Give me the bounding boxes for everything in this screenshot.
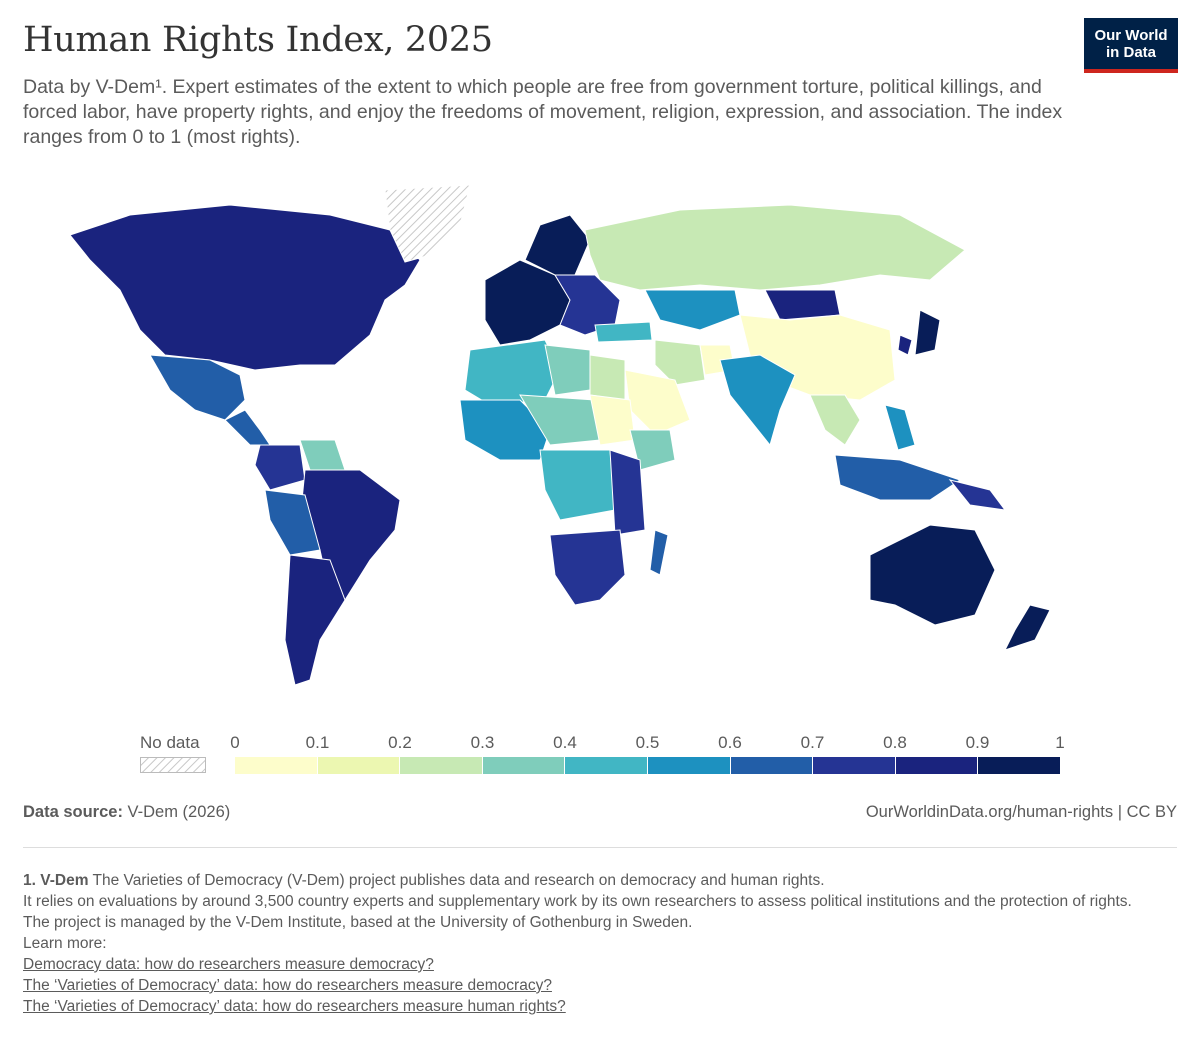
legend-bin [400, 757, 483, 774]
region-south-korea[interactable] [897, 334, 913, 356]
region-india[interactable] [719, 354, 796, 447]
region-north-america[interactable] [69, 204, 421, 371]
footnote-line-3: The project is managed by the V-Dem Inst… [23, 914, 693, 931]
legend-tick-label: 0.5 [635, 733, 660, 752]
logo-line-1: Our World [1094, 26, 1168, 44]
region-venezuela[interactable] [299, 439, 346, 471]
footnote-text-1: The Varieties of Democracy (V-Dem) proje… [92, 872, 825, 889]
region-indonesia[interactable] [834, 454, 962, 501]
region-west-africa[interactable] [459, 399, 551, 461]
footnote-term: V-Dem [40, 872, 89, 889]
legend-tick-label: 0.7 [800, 733, 825, 752]
logo-line-2: in Data [1105, 43, 1156, 61]
region-mexico[interactable] [149, 354, 246, 421]
data-source-value: V-Dem (2026) [127, 803, 231, 821]
region-southern-cone[interactable] [284, 554, 346, 686]
legend-bin [978, 757, 1060, 774]
region-mongolia[interactable] [764, 289, 841, 321]
legend-tick-label: 1 [1055, 733, 1065, 752]
footnote-link-democracy-data[interactable]: Democracy data: how do researchers measu… [23, 956, 434, 973]
chart-title: Human Rights Index, 2025 [23, 20, 493, 60]
region-japan[interactable] [914, 309, 941, 356]
world-map-svg[interactable] [0, 180, 1200, 700]
region-southeast-asia[interactable] [809, 394, 861, 446]
footnote-line-1: 1. V-Dem The Varieties of Democracy (V-D… [23, 870, 1177, 891]
footnote-line-4: Learn more: [23, 935, 107, 952]
region-central-africa[interactable] [539, 449, 616, 521]
legend-bin [317, 757, 401, 774]
legend-bin [813, 757, 896, 774]
region-greenland[interactable] [384, 184, 471, 263]
region-east-africa[interactable] [609, 449, 646, 536]
data-source: Data source: V-Dem (2026) [23, 803, 230, 822]
legend-bin [647, 757, 731, 774]
region-sahel[interactable] [519, 394, 601, 446]
region-russia[interactable] [584, 204, 966, 291]
color-legend: No data 0 0.1 0.2 0.3 0.4 0.5 0.6 0.7 0.8 0.9 1 [0, 730, 1200, 780]
region-central-america[interactable] [224, 409, 271, 446]
region-turkey[interactable] [594, 321, 653, 343]
footer-divider [23, 847, 1177, 848]
legend-color-bar [235, 757, 1060, 774]
region-ethiopia[interactable] [629, 429, 676, 471]
region-new-zealand[interactable] [1004, 604, 1051, 651]
no-data-swatch [140, 757, 206, 773]
legend-bin [895, 757, 979, 774]
legend-tick-label: 0.4 [553, 733, 577, 752]
footnote-number: 1. [23, 872, 36, 889]
chart-subtitle: Data by V-Dem¹. Expert estimates of the … [23, 76, 1063, 148]
legend-tick-label: 0.9 [965, 733, 990, 752]
footnote-line-2: It relies on evaluations by around 3,500… [23, 893, 1132, 910]
region-philippines[interactable] [884, 404, 916, 451]
region-kazakhstan[interactable] [644, 289, 741, 331]
footnote: 1. V-Dem The Varieties of Democracy (V-D… [23, 870, 1177, 1017]
footnote-link-vdem-human-rights[interactable]: The ‘Varieties of Democracy’ data: how d… [23, 998, 566, 1015]
footnote-link-vdem-democracy[interactable]: The ‘Varieties of Democracy’ data: how d… [23, 977, 552, 994]
legend-bin [730, 757, 814, 774]
region-southern-africa[interactable] [549, 529, 626, 606]
data-source-label: Data source: [23, 803, 123, 821]
legend-bin [482, 757, 566, 774]
region-madagascar[interactable] [649, 529, 669, 576]
region-egypt[interactable] [589, 354, 626, 401]
region-colombia[interactable] [254, 444, 306, 491]
legend-tick-label: 0.2 [388, 733, 412, 752]
no-data-label: No data [140, 733, 200, 752]
legend-bin [235, 757, 318, 774]
legend-tick-label: 0.3 [470, 733, 495, 752]
world-map[interactable] [0, 180, 1200, 700]
legend-tick-label: 0.6 [718, 733, 742, 752]
source-url[interactable]: OurWorldinData.org/human-rights | CC BY [865, 803, 1177, 821]
owid-logo[interactable]: Our World in Data [1084, 18, 1178, 73]
legend-bin [565, 757, 648, 774]
region-papua-new-guinea[interactable] [948, 479, 1007, 511]
legend-tick-label: 0.8 [883, 733, 907, 752]
region-australia[interactable] [869, 524, 996, 626]
region-iran[interactable] [654, 339, 706, 386]
legend-tick-label: 0 [230, 733, 240, 752]
region-bolivia[interactable] [264, 489, 321, 556]
legend-tick-label: 0.1 [305, 733, 330, 752]
